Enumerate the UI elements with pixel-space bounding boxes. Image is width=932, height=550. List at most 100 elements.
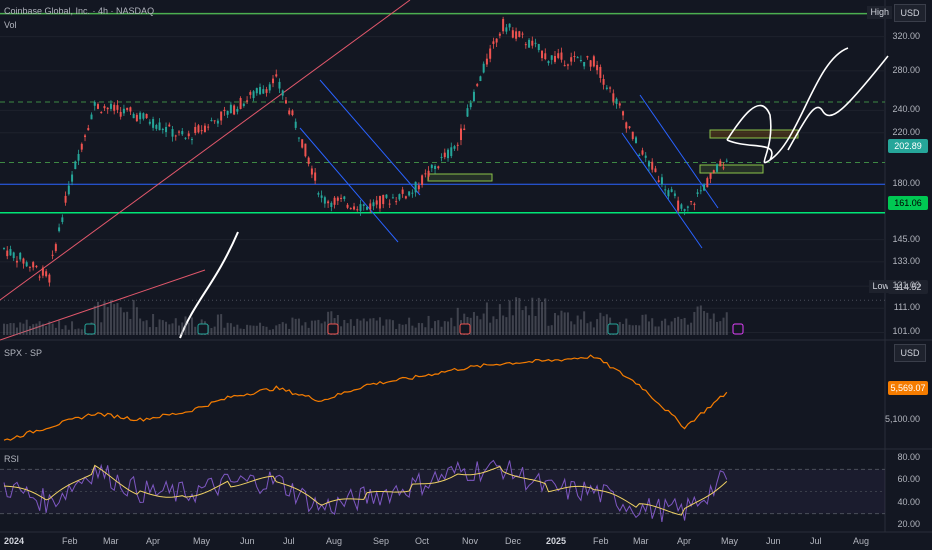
candle-body: [284, 100, 287, 104]
support-price-tag: 161.06: [888, 196, 928, 210]
volume-bar: [511, 315, 514, 335]
volume-bar: [343, 319, 346, 335]
candle-body: [87, 128, 90, 131]
candle-body: [647, 161, 650, 167]
candle-body: [408, 191, 411, 196]
volume-bar: [550, 325, 553, 335]
volume-bar: [272, 329, 275, 335]
price-tick-label: 145.00: [892, 233, 920, 244]
candle-body: [310, 168, 313, 175]
candle-body: [93, 102, 96, 106]
candle-body: [304, 143, 307, 157]
volume-bar: [430, 328, 433, 335]
candle-body: [181, 131, 184, 135]
volume-bar: [265, 326, 268, 335]
candle-body: [100, 112, 103, 114]
volume-bar: [320, 323, 323, 335]
candle-body: [323, 197, 326, 204]
projection-path: [787, 55, 889, 151]
candle-body: [255, 88, 258, 94]
red-trendline: [0, 269, 206, 341]
volume-bar: [424, 327, 427, 335]
candle-body: [51, 254, 54, 256]
candle-body: [109, 103, 112, 109]
candle-body: [401, 189, 404, 194]
spx-label[interactable]: SPX · SP: [4, 348, 43, 358]
volume-bar: [404, 324, 407, 335]
volume-bar: [96, 301, 99, 335]
candle-body: [246, 100, 249, 102]
rsi-tick-label: 40.00: [897, 496, 920, 507]
volume-bar: [456, 307, 459, 335]
candle-body: [301, 139, 304, 148]
time-axis-label: Dec: [505, 536, 522, 546]
earnings-marker: [607, 323, 619, 335]
candle-body: [158, 122, 161, 131]
volume-bar: [314, 320, 317, 335]
candle-body: [592, 56, 595, 67]
candle-body: [657, 180, 660, 183]
candle-body: [216, 120, 219, 124]
candle-body: [654, 168, 657, 173]
candle-body: [618, 103, 621, 106]
price-tick-label: 320.00: [892, 30, 920, 41]
candle-body: [395, 201, 398, 203]
candle-body: [122, 108, 125, 114]
volume-bar: [706, 312, 709, 335]
supply-zone: [709, 129, 799, 139]
volume-bar: [696, 306, 699, 335]
candle-body: [116, 105, 119, 110]
candle-body: [233, 105, 236, 115]
volume-bar: [145, 320, 148, 335]
candle-body: [375, 200, 378, 205]
volume-bar: [541, 301, 544, 335]
volume-bar: [557, 315, 560, 335]
candle-body: [625, 122, 628, 129]
candle-body: [609, 87, 612, 89]
volume-bar: [385, 319, 388, 335]
candle-body: [690, 201, 693, 203]
candle-body: [340, 197, 343, 199]
candle-body: [615, 98, 618, 105]
volume-bar: [249, 325, 252, 335]
candle-body: [651, 161, 654, 170]
time-axis-label: Oct: [415, 536, 430, 546]
volume-bar: [401, 324, 404, 335]
currency-button[interactable]: USD: [894, 4, 926, 22]
volume-bar: [660, 320, 663, 335]
time-axis-label: 2025: [546, 536, 567, 546]
volume-bar: [395, 328, 398, 335]
demand-zone: [699, 164, 764, 174]
volume-bar: [437, 320, 440, 335]
candle-body: [288, 110, 291, 115]
volume-bar: [583, 311, 586, 335]
candle-body: [398, 194, 401, 200]
volume-bar: [168, 324, 171, 335]
volume-bar: [521, 310, 524, 335]
candle-body: [194, 126, 197, 133]
candle-body: [113, 104, 116, 111]
candle-body: [518, 31, 521, 37]
rsi-label[interactable]: RSI: [4, 454, 20, 464]
volume-bar: [61, 329, 64, 335]
candle-body: [294, 121, 297, 128]
volume-bar: [113, 304, 116, 335]
volume-bar: [41, 323, 44, 335]
candle-body: [353, 206, 356, 210]
volume-label[interactable]: Vol: [4, 20, 17, 30]
candle-body: [268, 84, 271, 91]
volume-bar: [106, 307, 109, 335]
volume-bar: [45, 326, 48, 335]
candle-body: [459, 128, 462, 141]
spx-currency-button[interactable]: USD: [894, 344, 926, 362]
volume-bar: [440, 326, 443, 335]
candle-body: [722, 167, 725, 169]
candle-body: [427, 170, 430, 177]
candle-body: [547, 61, 550, 64]
volume-bar: [528, 315, 531, 335]
volume-bar: [531, 297, 534, 335]
symbol-title[interactable]: Coinbase Global, Inc. · 4h · NASDAQ: [4, 6, 155, 16]
volume-bar: [54, 327, 57, 335]
